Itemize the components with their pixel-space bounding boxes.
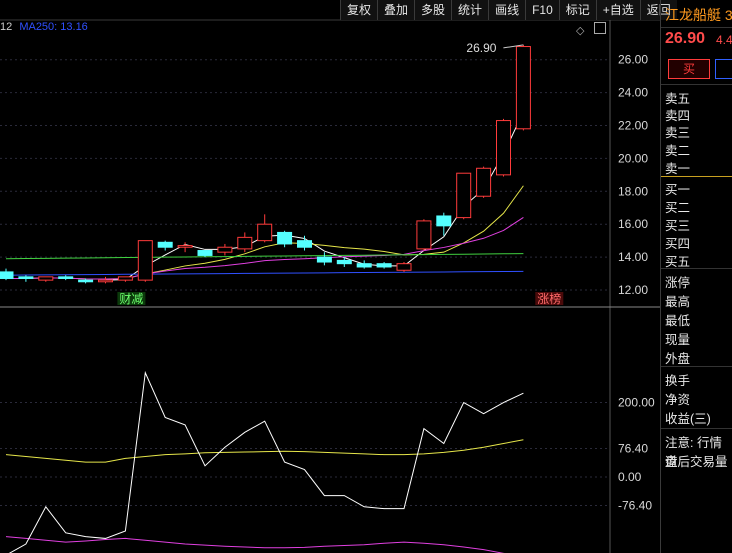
orderbook-sell5: 卖五: [665, 92, 691, 106]
candle-body: [416, 220, 432, 250]
indicator-line-magenta: [5, 536, 505, 553]
candle-body: [336, 259, 352, 265]
stat-low: 最低: [665, 314, 691, 328]
ma-line-long: [6, 216, 524, 280]
candle-body: [396, 263, 412, 271]
divider: [661, 268, 732, 269]
orderbook-buy1: 买一: [665, 183, 691, 197]
toolbar-button-stats[interactable]: 统计: [451, 0, 489, 20]
candle-body: [117, 276, 133, 281]
candle-body: [257, 223, 273, 242]
candle-body: [316, 256, 332, 263]
restore-window-icon[interactable]: [594, 22, 606, 34]
divider: [661, 428, 732, 429]
ma-legend-prefix: 12: [0, 21, 13, 33]
ma-line-120: [5, 253, 524, 260]
candle-body: [197, 250, 213, 256]
diamond-icon[interactable]: ◇: [576, 25, 585, 37]
candle-body: [177, 245, 193, 248]
ma250-label: MA250: 13.16: [19, 21, 88, 33]
candle-body: [18, 276, 34, 279]
indicator-tick-label: 200.00: [618, 396, 655, 410]
event-marker-bg: [535, 292, 564, 305]
candle-body: [137, 240, 153, 281]
indicator-tick-label: -76.40: [618, 498, 652, 512]
after-hours-volume: 盘后交易量: [665, 455, 728, 469]
divider: [661, 84, 732, 85]
candle-body: [78, 279, 94, 283]
price-tick-label: 22.00: [618, 119, 648, 133]
price-tick-label: 20.00: [618, 151, 648, 165]
divider: [661, 27, 732, 28]
candle-body: [277, 231, 293, 245]
toolbar-button-back[interactable]: 返回: [639, 0, 677, 20]
orderbook-sell2: 卖二: [665, 144, 691, 158]
toolbar-button-fuquan[interactable]: 复权: [340, 0, 378, 20]
indicator-line-white: [8, 370, 524, 553]
orderbook-buy5: 买五: [665, 255, 691, 269]
orderbook-buy2: 买二: [665, 201, 691, 215]
event-marker-label: 涨榜: [537, 291, 561, 306]
orderbook-sell1: 卖一: [665, 162, 691, 176]
divider: [661, 366, 732, 367]
stat-net-assets: 净资: [665, 393, 691, 407]
chart-toolbar: 复权 叠加 多股 统计 画线 F10 标记 +自选 返回: [340, 0, 732, 20]
notice-text: 注意: 行情道: [665, 436, 722, 469]
price-tick-label: 26.00: [618, 53, 648, 67]
price-tick-label: 24.00: [618, 86, 648, 100]
candle-body: [0, 271, 14, 279]
candle-body: [476, 167, 492, 197]
price-tick-label: 16.00: [618, 217, 648, 231]
ma-legend: 12 MA250: 13.16: [0, 21, 92, 33]
current-price: 26.90: [665, 30, 706, 47]
indicator-tick-label: 0.00: [618, 470, 642, 484]
orderbook-sell4: 卖四: [665, 109, 691, 123]
stat-high: 最高: [665, 295, 691, 309]
stock-name: 江龙船艇 3: [665, 7, 732, 23]
orderbook-sell3: 卖三: [665, 126, 691, 140]
candle-body: [98, 279, 113, 283]
candle-body: [237, 236, 253, 250]
max-price-label: 26.90: [466, 41, 496, 55]
toolbar-button-add-favorite[interactable]: +自选: [595, 0, 640, 20]
stat-limit-up: 涨停: [665, 276, 691, 290]
price-tick-label: 14.00: [618, 250, 648, 264]
candle-body: [217, 246, 233, 253]
toolbar-button-draw[interactable]: 画线: [488, 0, 526, 20]
candle-body: [496, 120, 511, 176]
toolbar-button-multi-stock[interactable]: 多股: [414, 0, 452, 20]
sell-button[interactable]: [715, 59, 732, 79]
indicator-tick-label: 76.40: [618, 442, 648, 456]
orderbook-buy4: 买四: [665, 237, 691, 251]
candle-body: [376, 263, 392, 268]
candle-body: [356, 263, 372, 268]
indicator-line-yellow: [5, 439, 524, 463]
stat-volume: 现量: [665, 333, 691, 347]
kline-chart[interactable]: 26.00 24.00 22.00 20.00 18.00 16.00 14.00 12.00…: [0, 0, 660, 553]
bid-ask-divider: [661, 176, 732, 177]
buy-button[interactable]: 买: [668, 59, 710, 79]
stat-outer-volume: 外盘: [665, 352, 691, 366]
max-price-pointer: [503, 44, 524, 49]
candle-body: [515, 46, 531, 130]
quote-panel: 江龙船艇 3 26.90 4.4 买 卖五 卖四 卖三 卖二 卖一 买一 买二 …: [660, 0, 732, 553]
candle-body: [456, 172, 472, 219]
event-marker-label: 财减: [119, 292, 143, 306]
price-change: 4.4: [716, 33, 732, 47]
ma-line-250: [5, 270, 524, 276]
candle-body: [297, 240, 312, 248]
candle-body: [58, 276, 74, 279]
toolbar-button-f10[interactable]: F10: [525, 0, 559, 20]
candle-body: [157, 241, 173, 248]
toolbar-button-mark[interactable]: 标记: [558, 0, 596, 20]
orderbook-buy3: 买三: [665, 219, 691, 233]
price-tick-label: 12.00: [618, 283, 648, 297]
stat-earnings: 收益(三): [665, 412, 711, 426]
candle-body: [38, 276, 54, 281]
toolbar-button-overlay[interactable]: 叠加: [377, 0, 415, 20]
candle-body: [436, 215, 452, 227]
stat-turnover: 换手: [665, 374, 691, 388]
price-tick-label: 18.00: [618, 184, 648, 198]
event-marker-bg: [117, 292, 146, 305]
